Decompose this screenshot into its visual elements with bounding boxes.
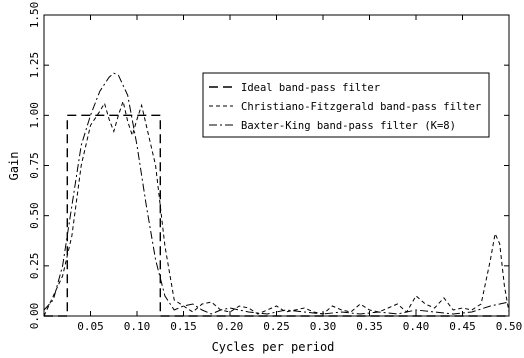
x-axis-title: Cycles per period xyxy=(212,340,335,354)
series-lines xyxy=(43,72,510,317)
y-tick-label: 1.00 xyxy=(28,102,41,129)
legend-label: Baxter-King band-pass filter (K=8) xyxy=(241,120,456,132)
y-tick-label: 0.25 xyxy=(28,253,41,280)
y-tick-label: 0.50 xyxy=(28,202,41,229)
plot-frame xyxy=(43,14,510,317)
x-tick-label: 0.30 xyxy=(310,320,337,333)
y-tick-label: 1.25 xyxy=(28,52,41,79)
series-christiano-fitzgerald xyxy=(43,99,510,317)
legend-label: Ideal band-pass filter xyxy=(241,82,380,94)
legend-label: Christiano-Fitzgerald band-pass filter xyxy=(241,101,481,113)
x-tick-label: 0.50 xyxy=(496,320,523,333)
y-tick-label: 1.50 xyxy=(28,2,41,29)
y-tick-label: 0.75 xyxy=(28,152,41,179)
y-axis-ticks: 0.00 0.25 0.50 0.75 1.00 1.25 1.50 xyxy=(28,2,509,330)
x-tick-label: 0.35 xyxy=(356,320,383,333)
plot-area-border xyxy=(43,14,510,317)
x-tick-label: 0.20 xyxy=(217,320,244,333)
y-tick-label: 0.00 xyxy=(28,303,41,330)
x-tick-label: 0.10 xyxy=(124,320,151,333)
x-tick-label: 0.15 xyxy=(170,320,197,333)
x-axis-ticks: 0.05 0.10 0.15 0.20 0.25 0.30 0.35 0.40 0.45 0.50 xyxy=(77,15,522,333)
series-ideal-band-pass xyxy=(44,114,509,317)
y-axis-title: Gain xyxy=(7,152,21,181)
x-tick-label: 0.40 xyxy=(403,320,430,333)
x-tick-label: 0.05 xyxy=(77,320,104,333)
legend: Ideal band-pass filter Christiano-Fitzger… xyxy=(202,72,490,138)
series-baxter-king xyxy=(43,72,510,315)
x-tick-label: 0.25 xyxy=(263,320,290,333)
legend-box xyxy=(202,72,490,138)
x-tick-label: 0.45 xyxy=(449,320,476,333)
